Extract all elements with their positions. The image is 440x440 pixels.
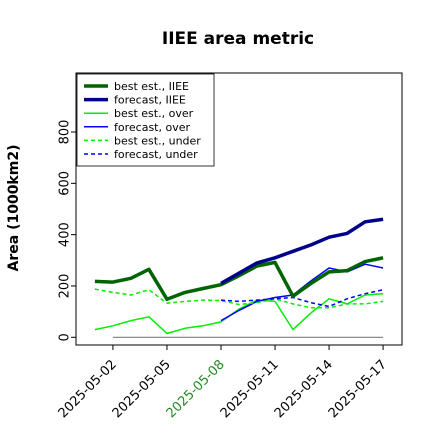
y-axis-label: Area (1000km2) [6,145,22,272]
series-layer [94,217,384,335]
legend-label: forecast, IIEE [114,94,186,107]
legend-label: best est., IIEE [114,80,189,93]
y-tick-label: 200 [58,274,73,299]
plot-frame [75,72,403,346]
series-line [94,288,384,309]
y-tick-label: 800 [58,120,73,145]
y-tick-label: 400 [58,222,73,247]
y-ticks: 0 200 400 600 800 [58,120,76,341]
chart-title: IIEE area metric [162,29,314,49]
series-line [94,292,384,335]
y-tick-label: 600 [58,171,73,196]
series-line [220,217,384,285]
x-ticks: 2025-05-022025-05-052025-05-082025-05-11… [56,345,390,421]
series-line [94,256,384,302]
y-tick-label: 0 [58,333,73,341]
legend-label: best est., under [114,134,201,147]
legend-label: forecast, under [114,148,198,161]
legend-label: best est., over [114,107,194,120]
legend-box [76,73,215,167]
x-tick-label: 2025-05-17 [326,357,390,421]
legend-label: forecast, over [114,121,190,134]
